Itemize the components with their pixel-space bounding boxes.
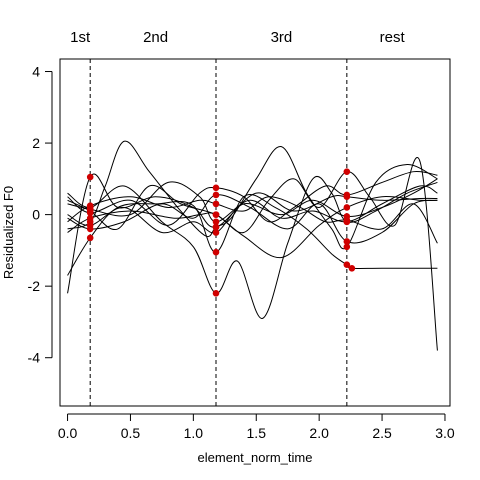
boundary-point [212,248,220,256]
x-tick-label: 1.5 [247,425,267,441]
x-tick-label: 0.5 [121,425,141,441]
boundary-point [86,173,94,181]
boundary-points [86,168,356,297]
y-axis-label: Residualized F0 [1,186,16,279]
x-axis: 0.0 0.5 1.0 1.5 2.0 2.5 3.0 [58,413,455,441]
boundary-point [343,191,351,199]
boundary-point [212,218,220,226]
y-tick-label: -2 [28,278,41,294]
section-label-3rd: 3rd [271,29,293,46]
boundary-point [86,225,94,233]
boundary-point [212,191,220,199]
x-axis-label: element_norm_time [198,450,313,465]
series-line-4 [67,176,438,319]
boundary-point [343,204,351,211]
boundary-point [86,234,94,242]
series-line-11 [67,181,438,223]
y-tick-label: 0 [32,207,40,223]
series-line-9 [67,194,438,244]
boundary-point [343,218,351,226]
x-tick-label: 0.0 [58,425,78,441]
x-tick-label: 1.0 [184,425,204,441]
plot-frame [59,58,451,407]
y-tick-label: -4 [28,350,41,366]
boundary-point [86,205,94,213]
series-line-2 [67,140,438,250]
boundary-point [343,168,351,175]
section-label-2nd: 2nd [143,29,168,46]
boundary-point [343,238,351,245]
boundary-point [212,223,220,231]
boundary-point [212,211,220,218]
x-tick-label: 2.5 [372,425,392,441]
boundary-point [212,184,220,192]
boundary-point [212,200,220,208]
boundary-point [212,229,220,236]
series-line-6 [67,170,438,226]
boundary-lines [89,59,348,406]
x-tick-label: 3.0 [435,425,455,441]
x-tick-label: 2.0 [309,425,329,441]
boundary-point [343,243,351,251]
y-tick-label: 2 [32,135,40,151]
y-tick-label: 4 [32,64,40,80]
boundary-point [348,264,356,272]
series-line-5 [67,157,438,351]
boundary-point [343,261,351,268]
y-axis: -4 -2 0 2 4 [28,64,53,366]
series-line-1 [67,173,438,294]
series-lines [67,140,438,351]
series-line-8 [67,196,438,244]
section-label-rest: rest [380,29,406,46]
series-line-10 [67,196,438,259]
boundary-point [212,290,220,297]
boundary-point [86,214,94,222]
section-label-1st: 1st [70,29,91,46]
section-labels: 1st 2nd 3rd rest [70,29,405,46]
